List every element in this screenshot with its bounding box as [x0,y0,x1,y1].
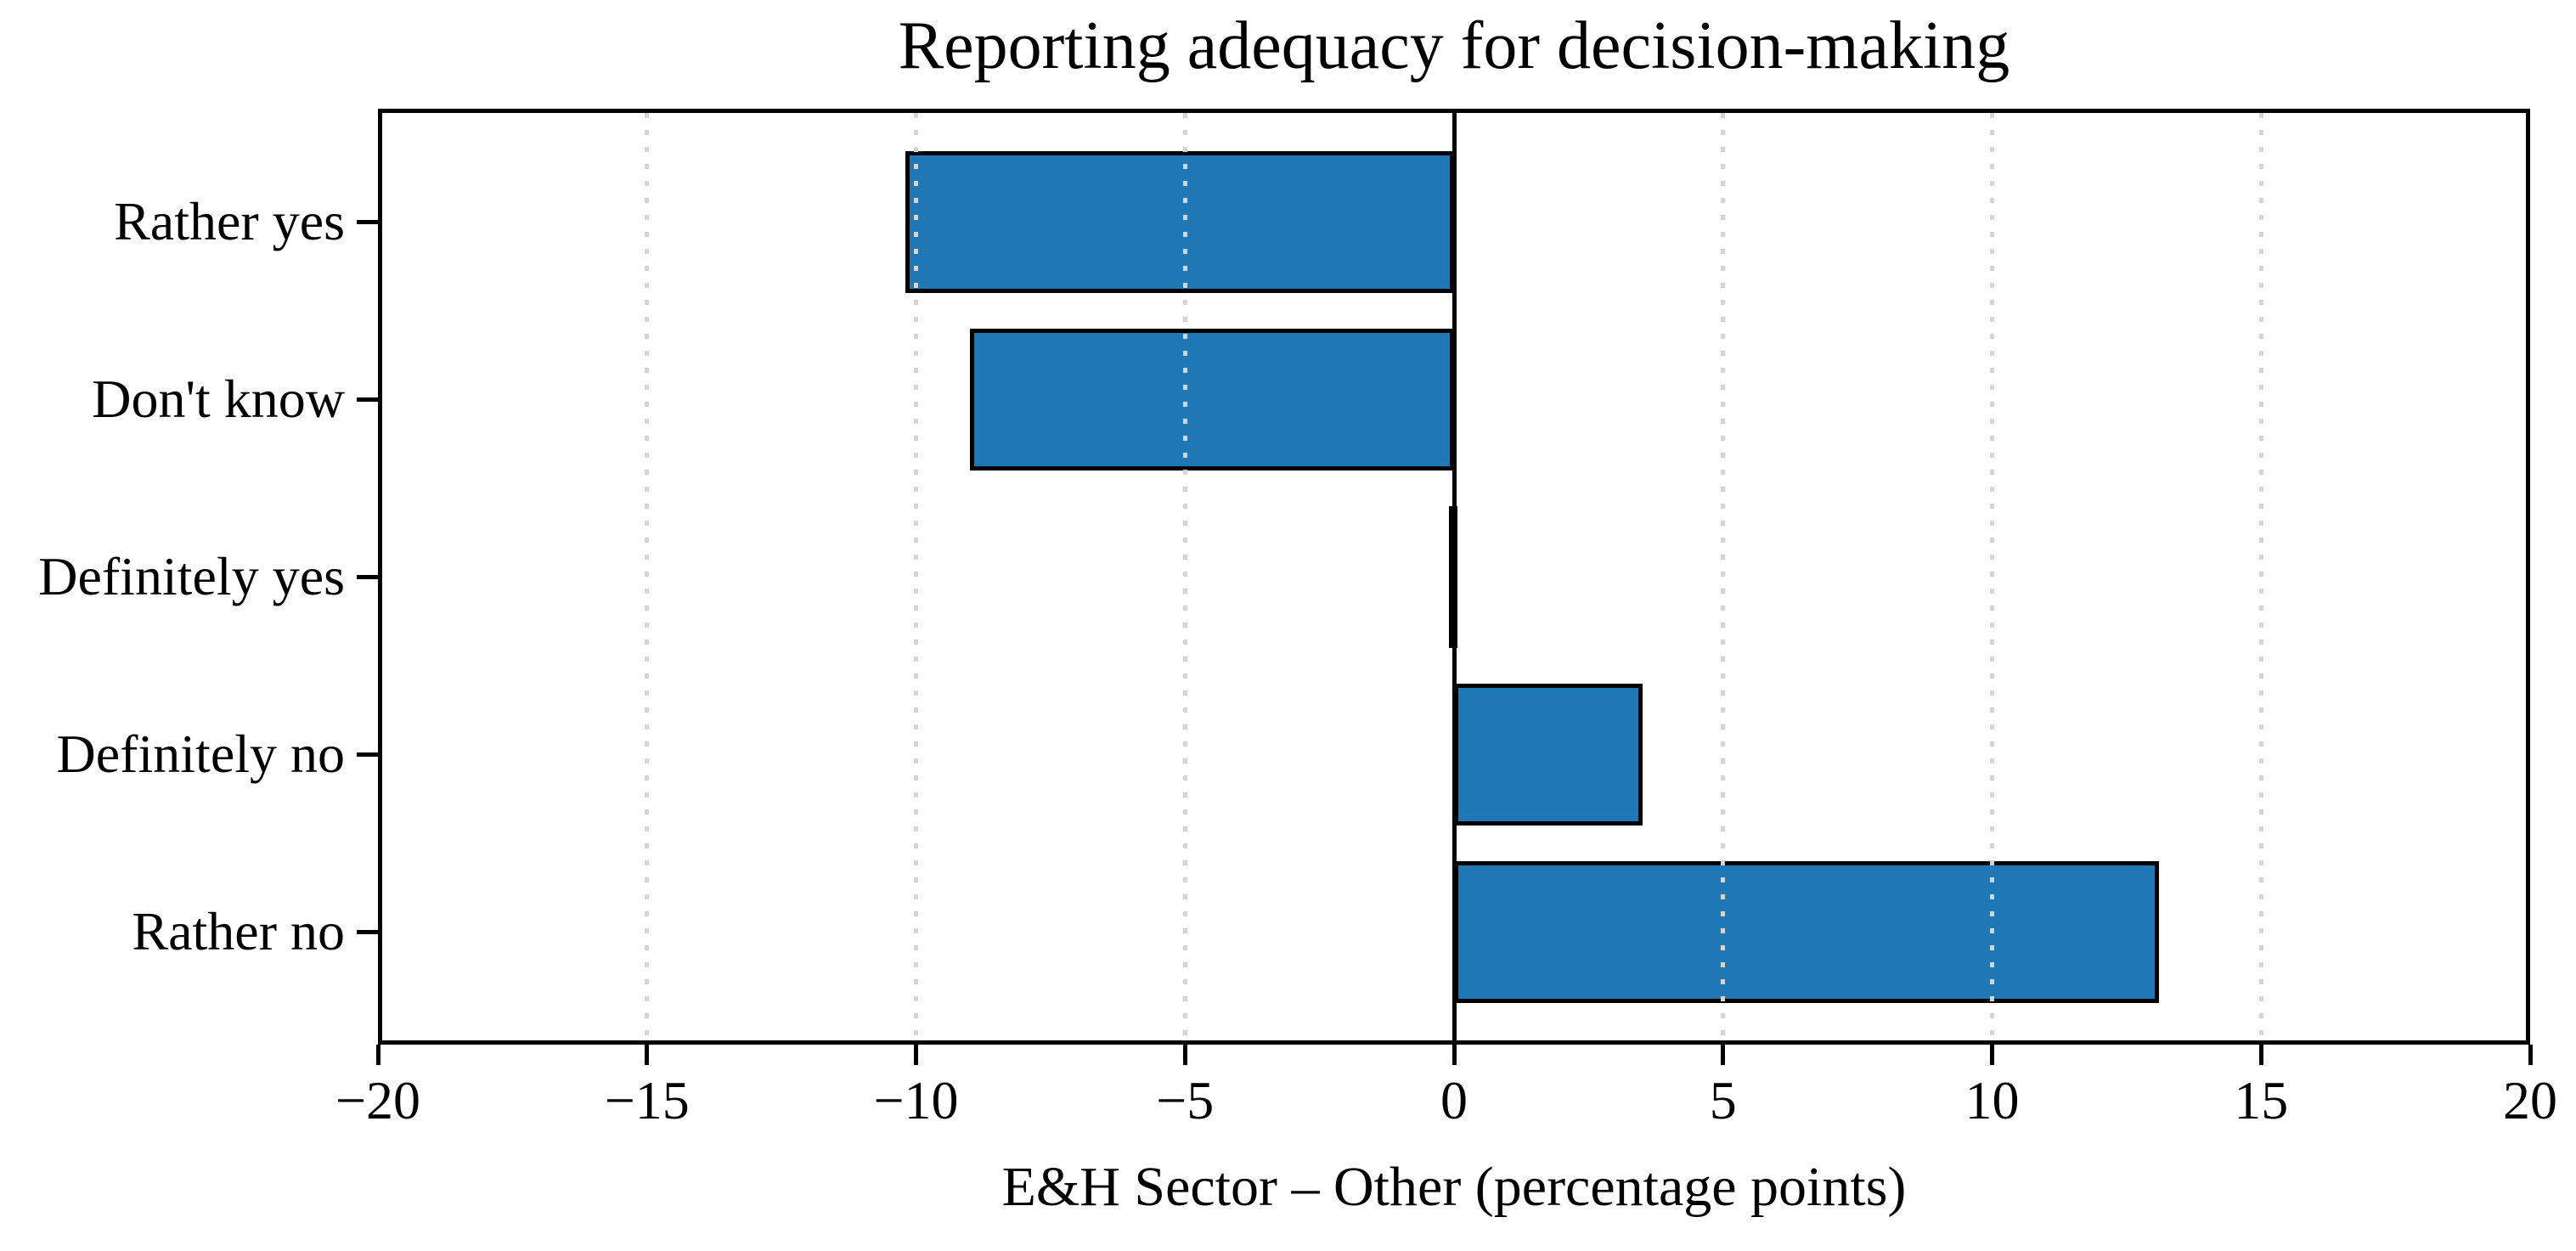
x-tick-mark-0 [1451,1045,1457,1065]
y-category-label-rather-no: Rather no [132,901,345,961]
gridline-x--5 [1182,113,1187,1040]
x-tick-mark-10 [1990,1045,1994,1065]
zero-line [1451,113,1457,1040]
gridline-x-5 [1721,113,1726,1040]
bar-rather-yes [905,150,1454,293]
bar-don-t-know [969,328,1454,471]
x-tick-label--5: −5 [1156,1070,1215,1130]
gridline-x-15 [2258,113,2263,1040]
y-category-label-don-t-know: Don't know [92,369,345,429]
x-tick-label--10: −10 [873,1070,959,1130]
x-tick-label-20: 20 [2503,1070,2557,1130]
x-tick-label-15: 15 [2234,1070,2289,1130]
x-tick-mark-20 [2528,1045,2533,1065]
bar-rather-no [1454,860,2159,1003]
plot-area [378,109,2530,1045]
y-tick-mark-don-t-know [357,397,378,402]
y-tick-mark-rather-no [357,929,378,934]
y-category-label-definitely-yes: Definitely yes [38,546,345,606]
x-axis-label: E&H Sector – Other (percentage points) [1001,1156,1907,1218]
y-tick-mark-definitely-no [357,752,378,757]
x-tick-label--20: −20 [335,1070,421,1130]
gridline-x--10 [914,113,918,1040]
x-tick-mark-15 [2258,1045,2263,1065]
gridline-x--15 [645,113,650,1040]
x-tick-mark--5 [1182,1045,1187,1065]
x-tick-mark--10 [914,1045,918,1065]
x-tick-label-5: 5 [1709,1070,1737,1130]
gridline-x-10 [1990,113,1994,1040]
x-tick-label-10: 10 [1964,1070,2020,1130]
x-tick-mark-5 [1721,1045,1726,1065]
y-category-label-rather-yes: Rather yes [114,191,345,251]
x-tick-label-0: 0 [1440,1070,1468,1130]
y-tick-mark-definitely-yes [357,574,378,579]
chart-title: Reporting adequacy for decision-making [898,8,2010,83]
y-category-label-definitely-no: Definitely no [56,724,345,784]
y-tick-mark-rather-yes [357,219,378,224]
x-tick-label--15: −15 [604,1070,690,1130]
bar-definitely-no [1454,683,1643,826]
x-tick-mark--20 [375,1045,380,1065]
x-tick-mark--15 [645,1045,650,1065]
